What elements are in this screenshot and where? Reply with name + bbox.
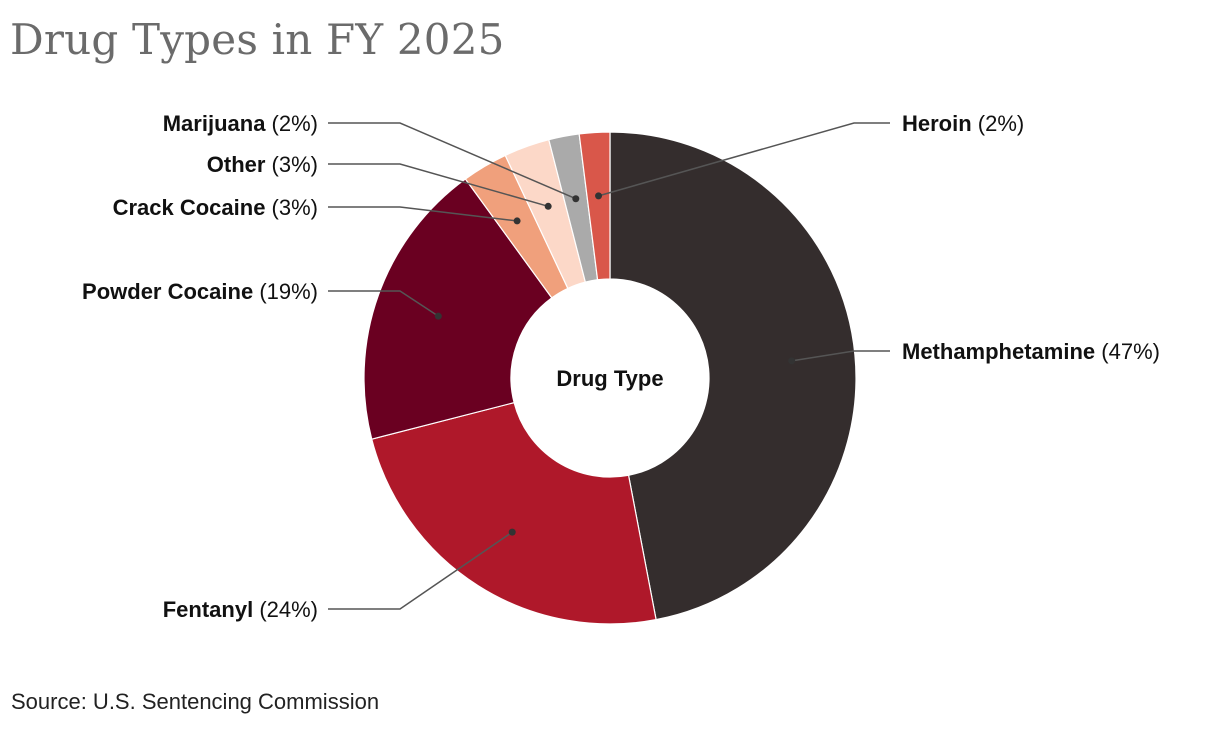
donut-slices bbox=[363, 131, 857, 625]
label-value-methamphetamine: (47%) bbox=[1101, 339, 1160, 364]
leader-marijuana bbox=[328, 122, 577, 200]
label-powder-cocaine: Powder Cocaine (19%) bbox=[82, 279, 318, 304]
label-methamphetamine: Methamphetamine (47%) bbox=[902, 339, 1160, 364]
leader-powder-cocaine bbox=[328, 290, 439, 317]
label-fentanyl: Fentanyl (24%) bbox=[163, 597, 318, 622]
chart-title: Drug Types in FY 2025 bbox=[10, 15, 505, 64]
leader-dot-powder-cocaine bbox=[434, 312, 442, 320]
leader-dot-fentanyl bbox=[508, 528, 516, 536]
label-name-heroin: Heroin bbox=[902, 111, 978, 136]
leader-other bbox=[328, 163, 549, 208]
label-name-other: Other bbox=[207, 152, 272, 177]
source-note: Source: U.S. Sentencing Commission bbox=[11, 689, 380, 714]
callout-labels: Methamphetamine (47%) Fentanyl (24%) Powde… bbox=[82, 111, 1160, 622]
slice-fentanyl bbox=[370, 401, 657, 625]
donut-center-label: Drug Type bbox=[556, 366, 663, 391]
label-value-other: (3%) bbox=[272, 152, 318, 177]
leader-fentanyl bbox=[328, 531, 513, 610]
label-other: Other (3%) bbox=[207, 152, 318, 177]
label-name-powder-cocaine: Powder Cocaine bbox=[82, 279, 259, 304]
label-value-crack-cocaine: (3%) bbox=[272, 195, 318, 220]
label-name-crack-cocaine: Crack Cocaine bbox=[113, 195, 272, 220]
leader-heroin bbox=[598, 122, 890, 197]
slice-powder-cocaine bbox=[363, 178, 553, 440]
leader-dot-marijuana bbox=[572, 195, 580, 203]
label-name-marijuana: Marijuana bbox=[163, 111, 272, 136]
slice-methamphetamine bbox=[609, 131, 857, 621]
leader-dot-methamphetamine bbox=[788, 357, 796, 365]
leader-methamphetamine bbox=[791, 350, 890, 362]
slice-heroin bbox=[578, 131, 611, 281]
label-value-powder-cocaine: (19%) bbox=[259, 279, 318, 304]
label-value-marijuana: (2%) bbox=[272, 111, 318, 136]
label-value-heroin: (2%) bbox=[978, 111, 1024, 136]
label-name-methamphetamine: Methamphetamine bbox=[902, 339, 1101, 364]
label-value-fentanyl: (24%) bbox=[259, 597, 318, 622]
callout-leaders bbox=[328, 122, 890, 610]
label-marijuana: Marijuana (2%) bbox=[163, 111, 318, 136]
leader-dot-crack-cocaine bbox=[513, 217, 521, 225]
label-heroin: Heroin (2%) bbox=[902, 111, 1024, 136]
leader-crack-cocaine bbox=[328, 206, 518, 222]
label-name-fentanyl: Fentanyl bbox=[163, 597, 260, 622]
label-crack-cocaine: Crack Cocaine (3%) bbox=[113, 195, 318, 220]
leader-dot-heroin bbox=[595, 192, 603, 200]
leader-dot-other bbox=[544, 202, 552, 210]
